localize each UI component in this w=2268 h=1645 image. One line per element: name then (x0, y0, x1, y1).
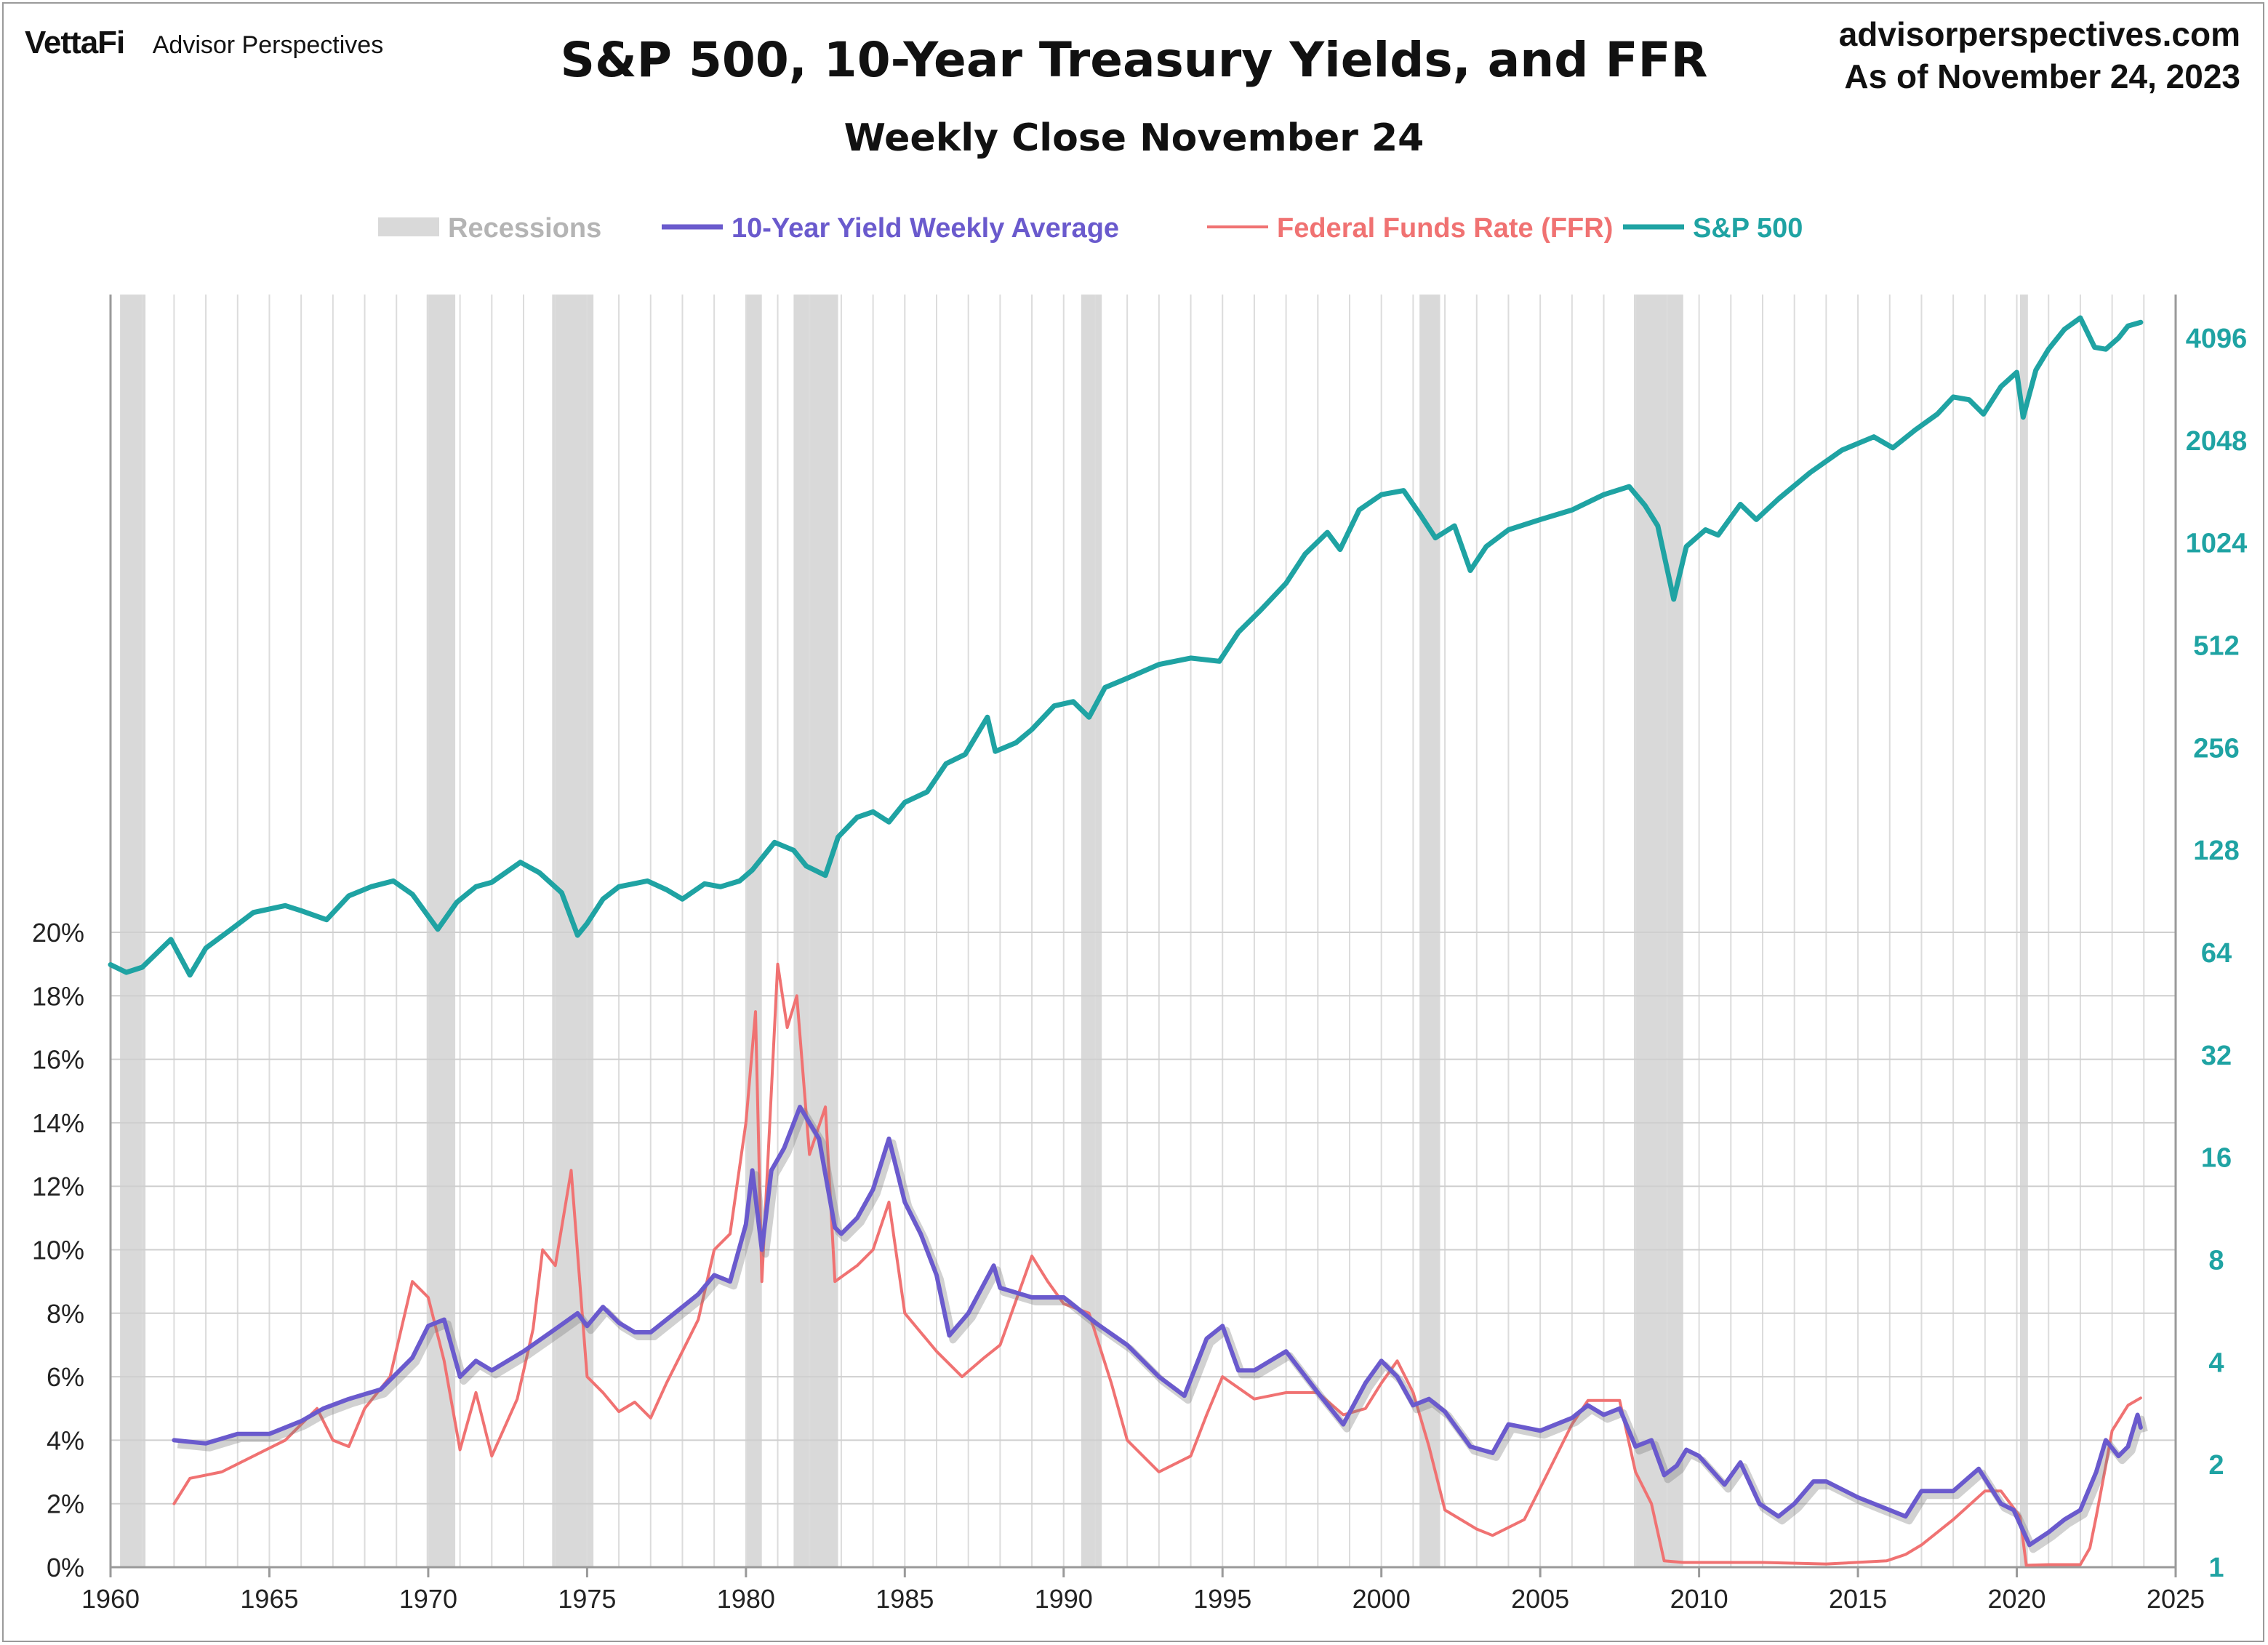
y-right-tick-label: 128 (2193, 836, 2239, 866)
recession-band (1081, 295, 1102, 1567)
y-right-tick-label: 1024 (2186, 529, 2248, 559)
axis-layer: 1960 1965 1970 1975 1980 1985 1990 1995 2000 2005… (32, 295, 2247, 1614)
y-right-tick-label: 32 (2201, 1041, 2232, 1071)
x-tick-label: 1980 (717, 1584, 775, 1614)
y-left-tick-label: 12% (32, 1172, 84, 1201)
brand-logo: VettaFi (25, 25, 125, 60)
x-tick-label: 1975 (558, 1584, 616, 1614)
as-of-date: As of November 24, 2023 (1844, 57, 2240, 95)
recession-band (793, 295, 838, 1567)
recession-layer (120, 295, 2028, 1567)
chart-title: S&P 500, 10-Year Treasury Yields, and FF… (560, 32, 1708, 88)
y-right-tick-label: 1 (2208, 1553, 2224, 1583)
x-tick-label: 1965 (240, 1584, 298, 1614)
x-tick-label: 1990 (1035, 1584, 1093, 1614)
y-right-tick-label: 16 (2201, 1143, 2232, 1174)
x-tick-label: 1970 (399, 1584, 457, 1614)
recession-band (2019, 295, 2028, 1567)
y-left-tick-label: 20% (32, 918, 84, 948)
site-url: advisorperspectives.com (1838, 15, 2240, 53)
y-left-tick-label: 16% (32, 1045, 84, 1075)
recession-band (1419, 295, 1440, 1567)
source-block: advisorperspectives.com As of November 2… (1839, 13, 2240, 97)
y-right-tick-label: 8 (2208, 1246, 2224, 1276)
grid-layer (110, 295, 2176, 1568)
y-right-tick-label: 2048 (2186, 426, 2248, 457)
y-right-tick-label: 256 (2193, 733, 2239, 764)
ffr-line (172, 962, 2142, 1567)
legend-label: 10-Year Yield Weekly Average (732, 213, 1119, 244)
y-left-tick-label: 6% (47, 1362, 84, 1392)
y-left-tick-label: 10% (32, 1236, 84, 1265)
legend-label: S&P 500 (1693, 213, 1803, 244)
x-tick-label: 2005 (1511, 1584, 1569, 1614)
recession-band (1634, 295, 1683, 1567)
brand: VettaFi Advisor Perspectives (25, 25, 383, 61)
legend-label: Recessions (448, 213, 601, 244)
sp500-line (108, 315, 2144, 978)
x-tick-label: 2000 (1353, 1584, 1411, 1614)
chart-subtitle: Weekly Close November 24 (844, 116, 1424, 160)
x-tick-label: 2015 (1829, 1584, 1887, 1614)
brand-subtitle: Advisor Perspectives (152, 31, 384, 59)
y-left-tick-label: 8% (47, 1299, 84, 1329)
recession-band (426, 295, 456, 1567)
x-tick-label: 2020 (1987, 1584, 2045, 1614)
recession-band (120, 295, 146, 1567)
x-tick-label: 1960 (81, 1584, 140, 1614)
yield-line (172, 1105, 2143, 1548)
x-tick-label: 1995 (1193, 1584, 1251, 1614)
y-left-tick-label: 18% (32, 981, 84, 1011)
y-right-tick-label: 512 (2193, 631, 2239, 662)
series-layer (108, 315, 2148, 1567)
legend-swatch-recessions (378, 217, 439, 236)
y-left-tick-label: 0% (47, 1553, 84, 1582)
y-left-tick-label: 2% (47, 1489, 84, 1519)
legend-layer: Recessions 10-Year Yield Weekly Average Fe… (378, 213, 1803, 244)
x-tick-label: 2025 (2147, 1584, 2205, 1614)
y-right-tick-label: 64 (2201, 938, 2232, 969)
y-right-tick-label: 4096 (2186, 324, 2248, 354)
y-left-tick-label: 14% (32, 1108, 84, 1138)
yield-line-shadow (177, 1108, 2148, 1553)
legend-label: Federal Funds Rate (FFR) (1277, 213, 1613, 244)
y-right-tick-label: 4 (2208, 1348, 2224, 1378)
x-tick-label: 2010 (1670, 1584, 1728, 1614)
y-left-tick-label: 4% (47, 1425, 84, 1455)
x-tick-label: 1985 (875, 1584, 934, 1614)
y-right-tick-label: 2 (2208, 1450, 2224, 1481)
